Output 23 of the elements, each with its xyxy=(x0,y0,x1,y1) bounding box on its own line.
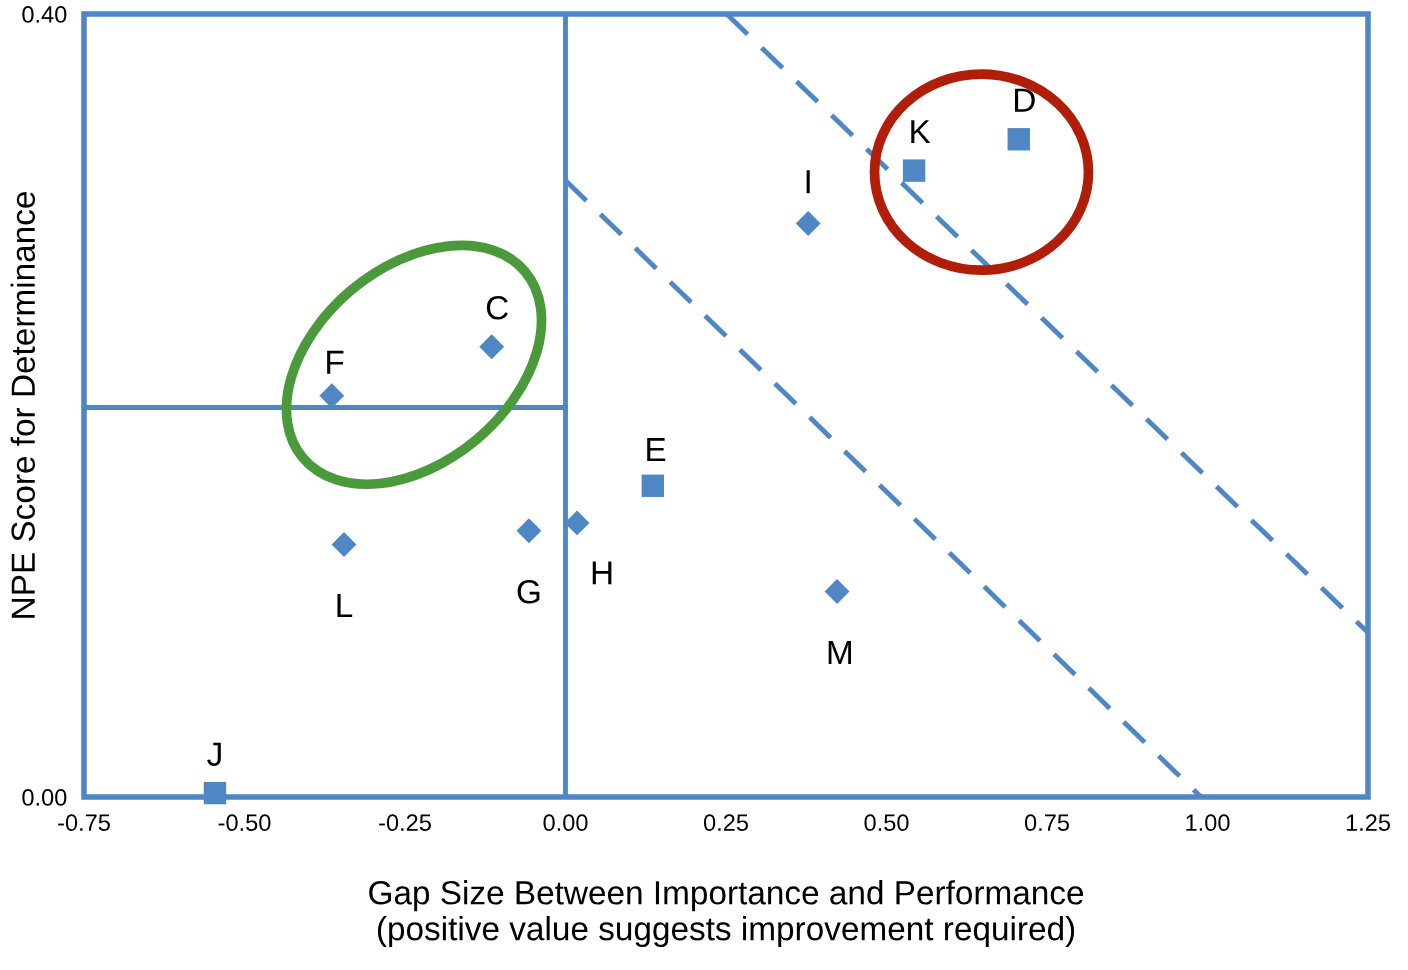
annotation: H xyxy=(592,561,612,585)
annotation: J xyxy=(207,742,221,766)
x-tick-label: 0.00 xyxy=(543,814,588,832)
annotation: L xyxy=(337,594,353,617)
annotation: I xyxy=(806,170,810,194)
x-tick-label: 0.75 xyxy=(1024,814,1069,832)
x-tick-label: 1.25 xyxy=(1346,814,1390,832)
annotation: C xyxy=(486,296,508,320)
annotation: D xyxy=(1015,88,1035,112)
y-axis-title: NPE Score for Determinance xyxy=(10,192,36,618)
y-tick-label: 0.40 xyxy=(22,6,67,23)
x-tick-label: 0.25 xyxy=(703,814,748,832)
x-axis-title: Gap Size Between Importance and Performance (positive value suggests improvement required) xyxy=(369,880,1084,948)
annotation: M xyxy=(828,641,851,664)
annotation: G xyxy=(517,580,540,604)
x-tick-label: -0.75 xyxy=(58,814,110,832)
annotation: E xyxy=(647,438,666,462)
annotation: K xyxy=(911,120,931,144)
x-tick-label: -0.25 xyxy=(379,814,431,832)
x-tick-label: 0.50 xyxy=(864,814,909,832)
annotation: F xyxy=(327,350,344,374)
x-tick-label: -0.50 xyxy=(218,814,271,832)
x-tick-label: 1.00 xyxy=(1186,814,1230,832)
